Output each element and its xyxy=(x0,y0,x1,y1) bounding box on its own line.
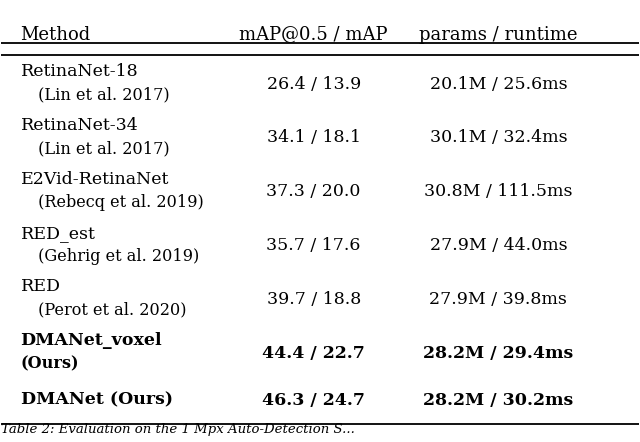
Text: RetinaNet-34: RetinaNet-34 xyxy=(20,117,138,134)
Text: (Ours): (Ours) xyxy=(20,355,79,373)
Text: (Lin et al. 2017): (Lin et al. 2017) xyxy=(33,86,170,103)
Text: 37.3 / 20.0: 37.3 / 20.0 xyxy=(266,183,361,200)
Text: RED_est: RED_est xyxy=(20,225,95,242)
Text: (Gehrig et al. 2019): (Gehrig et al. 2019) xyxy=(33,248,200,265)
Text: (Lin et al. 2017): (Lin et al. 2017) xyxy=(33,140,170,157)
Text: Table 2: Evaluation on the 1 Mpx Auto-Detection S...: Table 2: Evaluation on the 1 Mpx Auto-De… xyxy=(1,423,355,436)
Text: DMANet (Ours): DMANet (Ours) xyxy=(20,392,173,409)
Text: 27.9M / 39.8ms: 27.9M / 39.8ms xyxy=(429,291,567,308)
Text: 34.1 / 18.1: 34.1 / 18.1 xyxy=(267,130,360,146)
Text: 30.1M / 32.4ms: 30.1M / 32.4ms xyxy=(429,130,567,146)
Text: RED: RED xyxy=(20,278,61,295)
Text: mAP@0.5 / mAP: mAP@0.5 / mAP xyxy=(239,26,388,44)
Text: Method: Method xyxy=(20,26,91,44)
Text: 44.4 / 22.7: 44.4 / 22.7 xyxy=(262,345,365,362)
Text: 28.2M / 30.2ms: 28.2M / 30.2ms xyxy=(423,392,573,409)
Text: (Rebecq et al. 2019): (Rebecq et al. 2019) xyxy=(33,194,204,211)
Text: 26.4 / 13.9: 26.4 / 13.9 xyxy=(266,76,361,92)
Text: 30.8M / 111.5ms: 30.8M / 111.5ms xyxy=(424,183,573,200)
Text: DMANet_voxel: DMANet_voxel xyxy=(20,332,162,349)
Text: RetinaNet-18: RetinaNet-18 xyxy=(20,63,138,80)
Text: params / runtime: params / runtime xyxy=(419,26,578,44)
Text: 28.2M / 29.4ms: 28.2M / 29.4ms xyxy=(423,345,573,362)
Text: 20.1M / 25.6ms: 20.1M / 25.6ms xyxy=(429,76,567,92)
Text: 35.7 / 17.6: 35.7 / 17.6 xyxy=(266,237,361,254)
Text: (Perot et al. 2020): (Perot et al. 2020) xyxy=(33,301,187,319)
Text: 46.3 / 24.7: 46.3 / 24.7 xyxy=(262,392,365,409)
Text: 27.9M / 44.0ms: 27.9M / 44.0ms xyxy=(429,237,567,254)
Text: 39.7 / 18.8: 39.7 / 18.8 xyxy=(266,291,361,308)
Text: E2Vid-RetinaNet: E2Vid-RetinaNet xyxy=(20,171,169,188)
